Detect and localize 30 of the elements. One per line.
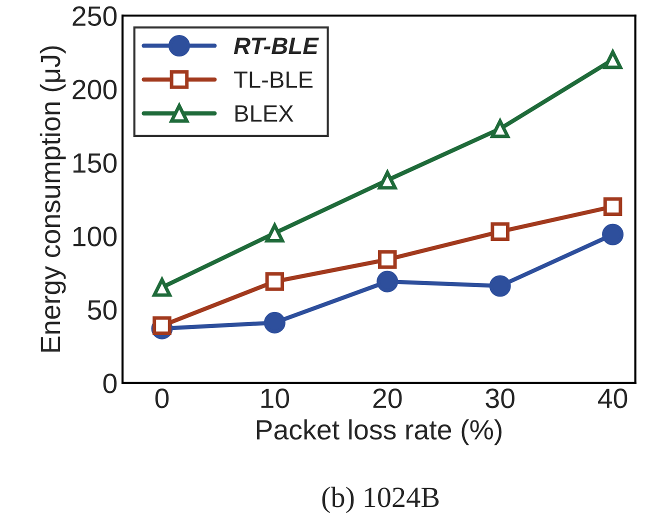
- text: (b) 1024B: [322, 486, 439, 514]
- point: [378, 250, 397, 269]
- point: [264, 312, 286, 334]
- point: [490, 222, 510, 241]
- legend-label: RT-BLE: [234, 38, 319, 54]
- legend-label: TL-BLE: [234, 72, 313, 88]
- y-tick-label: 150: [73, 153, 117, 173]
- point: [603, 50, 622, 70]
- point: [376, 270, 398, 292]
- x-tick-label: 20: [373, 388, 402, 408]
- x-tick-label: 10: [261, 388, 290, 408]
- x-axis-title: Packet loss rate (%): [256, 419, 502, 446]
- point: [152, 316, 172, 336]
- x-tick-label: 40: [598, 388, 628, 408]
- y-axis-title: Energy consumption (μJ): [40, 46, 66, 352]
- legend-label: BLEX: [235, 105, 294, 122]
- point: [490, 119, 510, 138]
- point: [265, 272, 284, 291]
- x-tick-label: 0: [155, 388, 169, 408]
- y-tick-label: 200: [72, 80, 117, 100]
- x-tick-label: 30: [486, 388, 514, 408]
- y-tick-label: 50: [88, 300, 117, 320]
- y-tick-label: 250: [72, 6, 117, 26]
- point: [489, 275, 511, 297]
- point: [378, 170, 397, 190]
- y-tick-label: 100: [73, 226, 117, 246]
- point: [265, 224, 284, 242]
- y-tick-label: 0: [103, 374, 117, 394]
- point: [603, 197, 622, 216]
- point: [602, 224, 624, 246]
